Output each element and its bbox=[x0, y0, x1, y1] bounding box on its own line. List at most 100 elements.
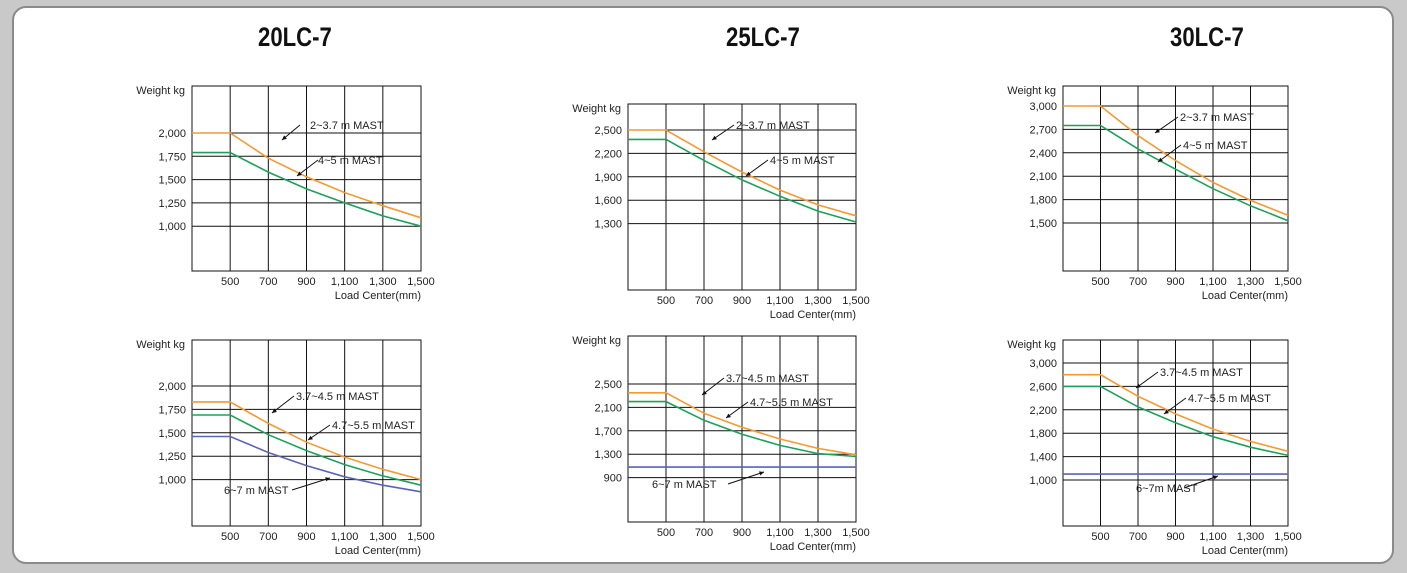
chart-panel bbox=[12, 6, 1394, 564]
series-label: 3.7~4.5 m MAST bbox=[726, 373, 809, 385]
y-tick-label: 2,400 bbox=[1029, 148, 1057, 160]
callout-arrow bbox=[726, 413, 731, 418]
x-tick-label: 700 bbox=[695, 527, 713, 539]
x-tick-label: 700 bbox=[1129, 531, 1147, 543]
y-tick-label: 2,200 bbox=[594, 148, 622, 160]
x-tick-label: 900 bbox=[297, 276, 315, 288]
y-axis-label: Weight kg bbox=[136, 85, 185, 97]
x-tick-label: 1,500 bbox=[407, 276, 435, 288]
callout-pointer bbox=[271, 395, 295, 414]
x-tick-label: 1,300 bbox=[804, 527, 832, 539]
callout-pointer bbox=[727, 471, 765, 485]
series-line bbox=[192, 435, 422, 493]
y-tick-label: 2,100 bbox=[1029, 171, 1057, 183]
y-axis-label: Weight kg bbox=[1007, 85, 1056, 97]
y-tick-label: 2,000 bbox=[158, 128, 186, 140]
y-tick-label: 1,250 bbox=[158, 451, 186, 463]
x-tick-label: 500 bbox=[657, 295, 675, 307]
y-tick-label: 1,900 bbox=[594, 172, 622, 184]
x-tick-label: 900 bbox=[1166, 531, 1184, 543]
x-axis-label: Load Center(mm) bbox=[1202, 545, 1288, 557]
callout-pointer bbox=[291, 477, 331, 491]
series-label: 2~3.7 m MAST bbox=[736, 120, 810, 132]
x-tick-label: 500 bbox=[657, 527, 675, 539]
chart-30lc7-top: 500 700 900 1,100 1,300 1,500 3,000 2,700 2,400 2… bbox=[1007, 85, 1301, 302]
y-tick-label: 3,000 bbox=[1029, 101, 1057, 113]
y-tick-label: 2,500 bbox=[594, 125, 622, 137]
y-tick-label: 1,300 bbox=[594, 449, 622, 461]
y-tick-label: 1,750 bbox=[158, 404, 186, 416]
y-tick-label: 1,500 bbox=[158, 175, 186, 187]
y-tick-label: 3,000 bbox=[1029, 358, 1057, 370]
x-axis-label: Load Center(mm) bbox=[335, 290, 421, 302]
y-axis-label: Weight kg bbox=[572, 335, 621, 347]
x-tick-label: 500 bbox=[221, 276, 239, 288]
x-tick-label: 900 bbox=[733, 295, 751, 307]
series-line bbox=[192, 151, 422, 227]
model-title-25lc7: 25LC-7 bbox=[726, 22, 800, 52]
y-tick-label: 1,000 bbox=[158, 221, 186, 233]
x-tick-label: 1,100 bbox=[331, 531, 359, 543]
callout-arrow bbox=[297, 171, 302, 176]
callout-pointer bbox=[725, 401, 749, 419]
y-tick-label: 1,800 bbox=[1029, 195, 1057, 207]
series-line bbox=[628, 391, 857, 456]
series-label: 3.7~4.5 m MAST bbox=[296, 391, 379, 403]
x-tick-label: 1,500 bbox=[842, 527, 870, 539]
series-label: 4~5 m MAST bbox=[318, 155, 383, 167]
y-tick-label: 1,500 bbox=[1029, 218, 1057, 230]
series-label: 6~7 m MAST bbox=[224, 485, 289, 497]
x-tick-label: 500 bbox=[1091, 531, 1109, 543]
model-title-20lc7: 20LC-7 bbox=[258, 22, 332, 52]
y-tick-label: 900 bbox=[604, 473, 622, 485]
callout-arrow bbox=[702, 390, 707, 395]
y-tick-label: 2,100 bbox=[594, 402, 622, 414]
x-axis-label: Load Center(mm) bbox=[335, 545, 421, 557]
callout-pointer bbox=[1135, 371, 1159, 389]
x-tick-label: 1,300 bbox=[804, 295, 832, 307]
callout-pointer bbox=[701, 377, 725, 396]
series-line bbox=[1063, 124, 1289, 222]
callout-arrow bbox=[1136, 383, 1141, 388]
callout-arrow bbox=[1158, 157, 1163, 162]
y-axis-label: Weight kg bbox=[572, 103, 621, 115]
x-tick-label: 1,500 bbox=[1274, 276, 1302, 288]
x-tick-label: 1,100 bbox=[1199, 276, 1227, 288]
series-line bbox=[192, 401, 422, 481]
chart-25lc7-bottom: 500 700 900 1,100 1,300 1,500 2,500 2,100 1,700 1… bbox=[572, 335, 869, 553]
chart-20lc7-bottom: 500 700 900 1,100 1,300 1,500 2,000 1,750 1,500 1… bbox=[136, 339, 434, 557]
series-label: 4~5 m MAST bbox=[770, 155, 835, 167]
series-line bbox=[192, 414, 422, 486]
x-tick-label: 1,500 bbox=[1274, 531, 1302, 543]
y-tick-label: 1,000 bbox=[1029, 475, 1057, 487]
callout-arrow bbox=[746, 171, 751, 176]
series-line bbox=[628, 138, 857, 223]
callout-pointer bbox=[745, 159, 769, 177]
callout-arrow bbox=[1155, 128, 1160, 133]
x-tick-label: 1,100 bbox=[766, 295, 794, 307]
series-label: 6~7m MAST bbox=[1136, 483, 1198, 495]
y-tick-label: 2,700 bbox=[1029, 124, 1057, 136]
callout-arrow bbox=[282, 135, 287, 140]
callout-arrow bbox=[308, 435, 313, 440]
x-tick-label: 1,300 bbox=[369, 531, 397, 543]
series-label: 4.7~5.5 m MAST bbox=[1188, 393, 1271, 405]
x-tick-label: 1,300 bbox=[369, 276, 397, 288]
y-axis-label: Weight kg bbox=[136, 339, 185, 351]
series-label: 3.7~4.5 m MAST bbox=[1160, 367, 1243, 379]
y-axis-label: Weight kg bbox=[1007, 339, 1056, 351]
x-tick-label: 900 bbox=[733, 527, 751, 539]
y-tick-label: 1,600 bbox=[594, 195, 622, 207]
x-tick-label: 700 bbox=[259, 276, 277, 288]
series-line bbox=[628, 400, 857, 458]
series-label: 4.7~5.5 m MAST bbox=[750, 397, 833, 409]
chart-20lc7-top: 500 700 900 1,100 1,300 1,500 2,000 1,750 1,500 1… bbox=[136, 85, 434, 302]
y-tick-label: 2,000 bbox=[158, 381, 186, 393]
x-axis-label: Load Center(mm) bbox=[770, 541, 856, 553]
y-tick-label: 2,600 bbox=[1029, 381, 1057, 393]
x-tick-label: 900 bbox=[297, 531, 315, 543]
series-line bbox=[1063, 105, 1289, 216]
y-tick-label: 1,800 bbox=[1029, 428, 1057, 440]
series-line bbox=[628, 129, 857, 217]
